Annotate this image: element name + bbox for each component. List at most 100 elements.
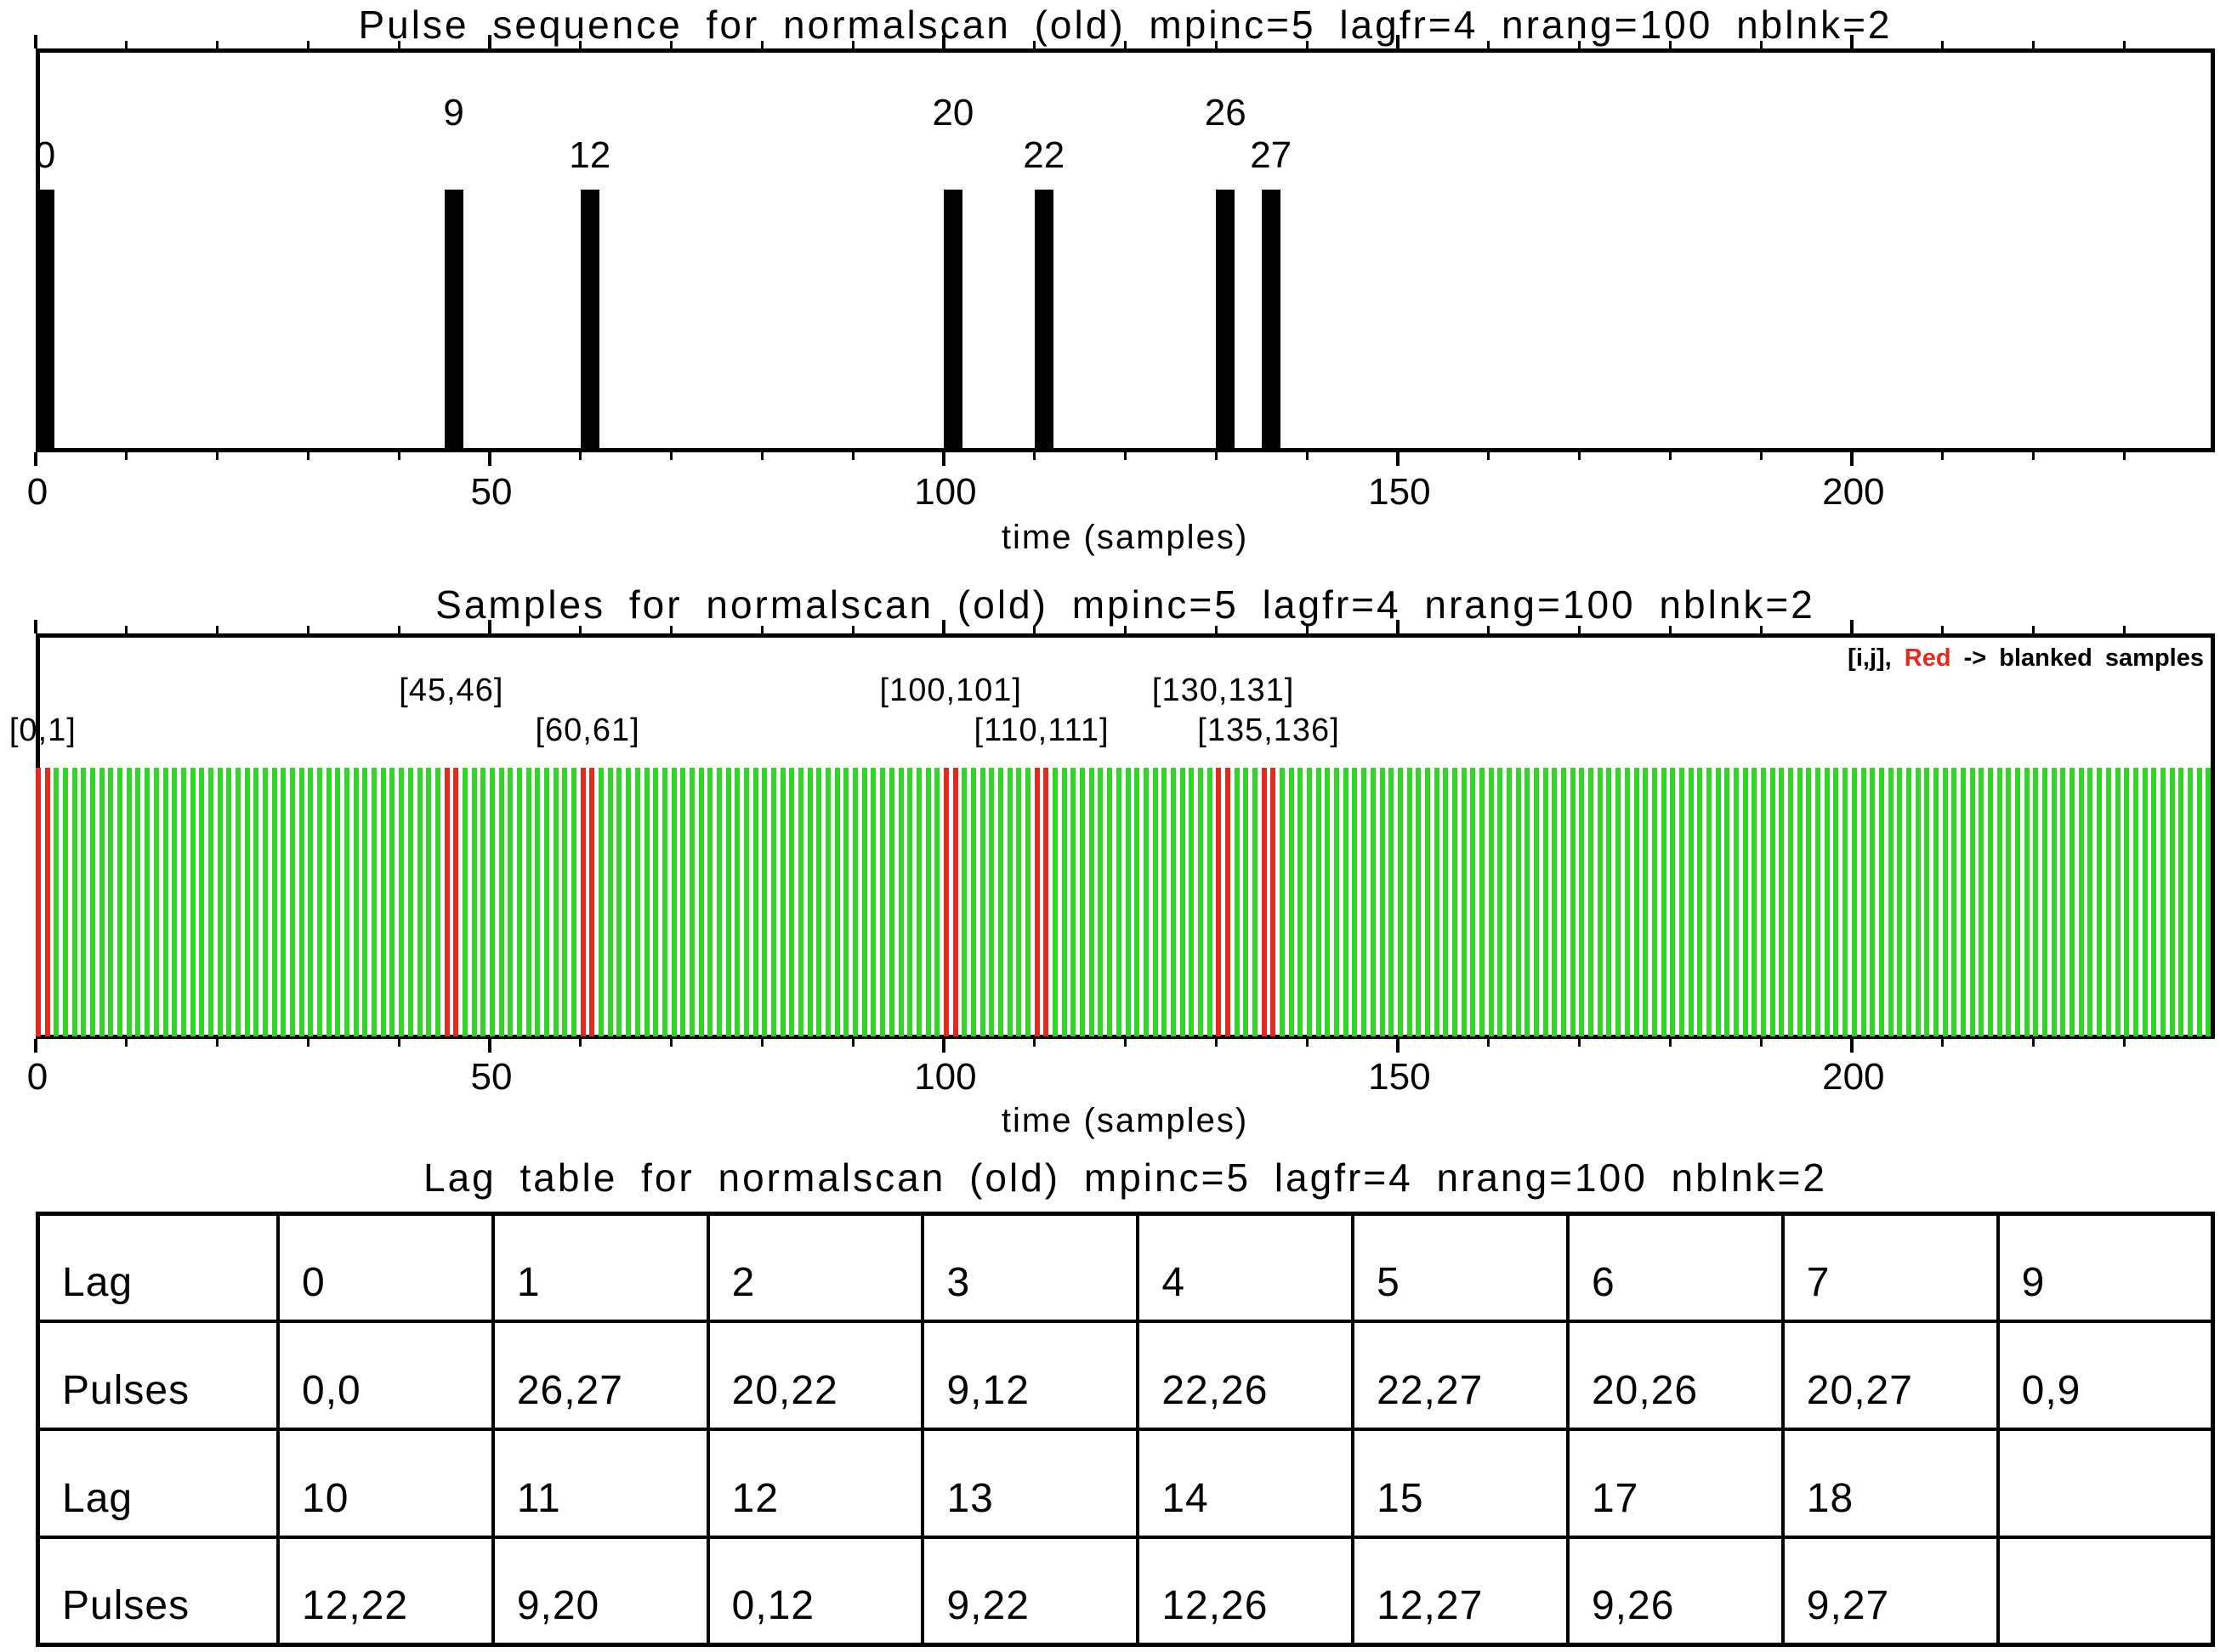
- sample-line: [162, 768, 168, 1036]
- sample-line: [970, 768, 976, 1036]
- sample-line: [298, 768, 304, 1036]
- x-axis-minor-tick: [1305, 626, 1309, 633]
- sample-line: [135, 768, 141, 1036]
- sample-line: [63, 768, 69, 1036]
- x-axis-minor-tick: [2122, 41, 2126, 48]
- x-axis-minor-tick: [1577, 1039, 1581, 1047]
- blanked-pair-label: [100,101]: [879, 673, 1022, 708]
- sample-line: [1207, 768, 1212, 1036]
- sample-line: [308, 768, 314, 1036]
- sample-line: [1252, 768, 1258, 1036]
- lag-table-title: Lag table for normalscan (old) mpinc=5 l…: [423, 1155, 1827, 1200]
- sample-line: [1307, 768, 1313, 1036]
- x-axis-minor-tick: [1124, 452, 1127, 460]
- x-tick-label: 100: [914, 1056, 977, 1098]
- blanked-sample-line: [1043, 768, 1049, 1036]
- x-axis-major-tick: [1849, 452, 1854, 466]
- sample-line: [1734, 768, 1739, 1036]
- sample-line: [634, 768, 640, 1036]
- sample-line: [571, 768, 577, 1036]
- sample-line: [1678, 768, 1684, 1036]
- blanked-pair-label: [0,1]: [9, 712, 77, 748]
- lag-table: Lag 0 1 2 3 4 5 6 7 9 Pulses 0,0 26,27 20,22 9,12 22,26…: [36, 1212, 2215, 1647]
- sample-line: [1451, 768, 1457, 1036]
- sample-line: [471, 768, 477, 1036]
- pulse-number-label: 0: [34, 134, 56, 176]
- value-cell: 14: [1136, 1428, 1355, 1539]
- sample-line: [780, 768, 786, 1036]
- sample-line: [2060, 768, 2066, 1036]
- sample-line: [498, 768, 504, 1036]
- x-axis-major-tick: [34, 1039, 37, 1053]
- blanked-sample-line: [1270, 768, 1276, 1036]
- value-cell: 22,27: [1351, 1320, 1570, 1431]
- blanked-sample-line: [589, 768, 595, 1036]
- sample-line: [1561, 768, 1567, 1036]
- x-tick-label: 50: [470, 1056, 513, 1098]
- sample-line: [290, 768, 296, 1036]
- value-cell: 9: [1996, 1212, 2215, 1324]
- x-axis-minor-tick: [1124, 1039, 1127, 1047]
- sample-line: [1969, 768, 1975, 1036]
- x-axis-major-tick: [1395, 620, 1400, 633]
- sample-line: [2033, 768, 2039, 1036]
- x-axis-minor-tick: [216, 452, 219, 460]
- x-axis-major-tick: [487, 35, 491, 48]
- sample-line: [1406, 768, 1412, 1036]
- blanked-sample-line: [952, 768, 958, 1036]
- x-axis-major-tick: [1395, 452, 1400, 466]
- sample-line: [1016, 768, 1022, 1036]
- value-cell: 18: [1780, 1428, 2000, 1539]
- sample-line: [1243, 768, 1249, 1036]
- x-axis-minor-tick: [1668, 41, 1672, 48]
- row-header-cell: Lag: [36, 1428, 280, 1539]
- sample-line: [71, 768, 77, 1036]
- sample-line: [1833, 768, 1839, 1036]
- sample-line: [925, 768, 931, 1036]
- x-axis-major-tick: [941, 452, 945, 466]
- sample-line: [380, 768, 386, 1036]
- sample-line: [1280, 768, 1286, 1036]
- x-axis-minor-tick: [216, 1039, 219, 1047]
- sample-line: [1643, 768, 1649, 1036]
- sample-line: [1189, 768, 1195, 1036]
- sample-line: [2142, 768, 2148, 1036]
- sample-line: [1388, 768, 1394, 1036]
- value-cell: 12,26: [1136, 1535, 1355, 1647]
- sample-line: [1434, 768, 1439, 1036]
- sample-line: [1606, 768, 1612, 1036]
- sample-line: [1706, 768, 1712, 1036]
- value-cell: [1996, 1535, 2215, 1647]
- pulse-x-axis-label: time (samples): [1001, 519, 1249, 556]
- x-axis-minor-tick: [1305, 1039, 1309, 1047]
- x-axis-minor-tick: [851, 41, 855, 48]
- x-tick-label: 200: [1822, 471, 1885, 513]
- sample-line: [680, 768, 686, 1036]
- sample-line: [1579, 768, 1585, 1036]
- x-axis-minor-tick: [1941, 1039, 1945, 1047]
- sample-line: [607, 768, 613, 1036]
- sample-line: [1742, 768, 1748, 1036]
- sample-line: [1488, 768, 1494, 1036]
- sample-line: [1915, 768, 1921, 1036]
- sample-line: [1806, 768, 1812, 1036]
- x-axis-minor-tick: [1124, 626, 1127, 633]
- sample-line: [54, 768, 60, 1036]
- sample-line: [1134, 768, 1140, 1036]
- sample-line: [1170, 768, 1176, 1036]
- blanked-sample-line: [36, 768, 41, 1036]
- value-cell: 1: [491, 1212, 710, 1324]
- value-cell: 11: [491, 1428, 710, 1539]
- sample-line: [1979, 768, 1984, 1036]
- sample-line: [816, 768, 822, 1036]
- x-axis-minor-tick: [2031, 626, 2035, 633]
- sample-line: [172, 768, 178, 1036]
- sample-line: [1053, 768, 1059, 1036]
- blanked-pair-label: [130,131]: [1151, 673, 1295, 708]
- value-cell: 13: [921, 1428, 1140, 1539]
- sample-line: [1152, 768, 1158, 1036]
- sample-line: [1424, 768, 1430, 1036]
- samples-x-axis-label: time (samples): [1001, 1102, 1249, 1139]
- x-axis-major-tick: [487, 1039, 491, 1053]
- x-axis-minor-tick: [1759, 626, 1763, 633]
